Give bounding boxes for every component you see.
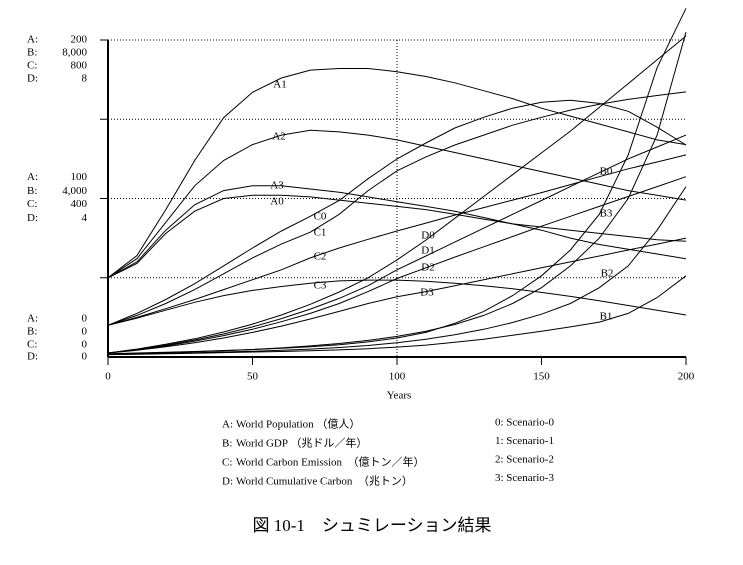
scenario-legend: 1: Scenario-1 xyxy=(495,435,554,447)
series-line xyxy=(107,129,687,279)
legend-label: World Cumulative Carbon （兆トン） xyxy=(236,475,413,488)
curve-label: B0 xyxy=(600,166,613,178)
legend-key: D: xyxy=(222,476,233,488)
curve-label: A0 xyxy=(270,196,284,208)
scenario-legend: 0: Scenario-0 xyxy=(495,417,554,429)
scenario-legend: 2: Scenario-2 xyxy=(495,454,554,466)
y-scale-name: D: xyxy=(27,73,38,85)
curve-label: C3 xyxy=(314,280,327,292)
series-line xyxy=(107,194,687,279)
y-scale-name: A: xyxy=(27,34,38,46)
curve-label: D0 xyxy=(421,230,435,242)
y-scale-name: D: xyxy=(27,212,38,224)
y-tick-label: 0 xyxy=(82,313,88,325)
x-axis-label: Years xyxy=(387,390,412,402)
y-scale-name: B: xyxy=(27,326,37,338)
legend-label: World Population （億人） xyxy=(236,418,360,431)
series-line xyxy=(107,134,687,354)
scenario-legend: 3: Scenario-3 xyxy=(495,472,554,484)
curve-label: B1 xyxy=(600,311,613,323)
legend-label: World GDP （兆ドル／年） xyxy=(236,436,367,450)
caption: 図 10-1 シュミレーション結果 xyxy=(252,516,491,535)
y-tick-label: 200 xyxy=(71,34,88,46)
y-scale-name: B: xyxy=(27,47,37,59)
y-tick-label: 4,000 xyxy=(62,185,87,197)
series-line xyxy=(107,35,687,354)
legend-key: B: xyxy=(222,438,232,450)
curve-label: C1 xyxy=(314,227,327,239)
x-tick-label: 50 xyxy=(247,371,259,383)
y-scale-name: C: xyxy=(27,60,37,72)
curve-label: B2 xyxy=(601,268,614,280)
legend-key: C: xyxy=(222,457,232,469)
y-tick-label: 4 xyxy=(82,212,88,224)
curve-label: C2 xyxy=(314,251,327,263)
series-line xyxy=(107,176,687,354)
y-tick-label: 400 xyxy=(71,198,88,210)
y-scale-name: A: xyxy=(27,313,38,325)
curve-label: A3 xyxy=(270,180,284,192)
series-line xyxy=(107,99,687,326)
series-line xyxy=(107,154,687,326)
x-tick-label: 200 xyxy=(678,371,695,383)
curve-label: D1 xyxy=(421,245,434,257)
y-scale-name: C: xyxy=(27,339,37,351)
y-tick-label: 800 xyxy=(71,60,88,72)
series-line xyxy=(107,31,687,355)
series-line xyxy=(107,237,687,354)
y-tick-label: 100 xyxy=(71,171,88,183)
y-scale-name: D: xyxy=(27,351,38,363)
series-line xyxy=(107,275,687,356)
y-scale-name: A: xyxy=(27,171,38,183)
y-tick-label: 0 xyxy=(82,326,88,338)
y-tick-label: 0 xyxy=(82,339,88,351)
series-line xyxy=(107,91,687,326)
legend-label: World Carbon Emission （億トン／年） xyxy=(236,455,425,469)
y-tick-label: 0 xyxy=(82,351,88,363)
y-scale-name: C: xyxy=(27,198,37,210)
y-tick-label: 8 xyxy=(82,73,88,85)
series-line xyxy=(107,279,687,326)
curve-label: A1 xyxy=(273,79,286,91)
curve-label: C0 xyxy=(314,211,327,223)
curve-label: D3 xyxy=(420,287,434,299)
curve-label: A2 xyxy=(272,131,285,143)
curve-label: B3 xyxy=(600,208,613,220)
curve-label: D2 xyxy=(421,262,434,274)
y-tick-label: 8,000 xyxy=(62,47,87,59)
y-scale-name: B: xyxy=(27,185,37,197)
legend-key: A: xyxy=(222,419,233,431)
x-tick-label: 100 xyxy=(389,371,406,383)
series-line xyxy=(107,68,687,279)
series-line xyxy=(107,185,687,279)
x-tick-label: 0 xyxy=(105,371,111,383)
x-tick-label: 150 xyxy=(533,371,550,383)
